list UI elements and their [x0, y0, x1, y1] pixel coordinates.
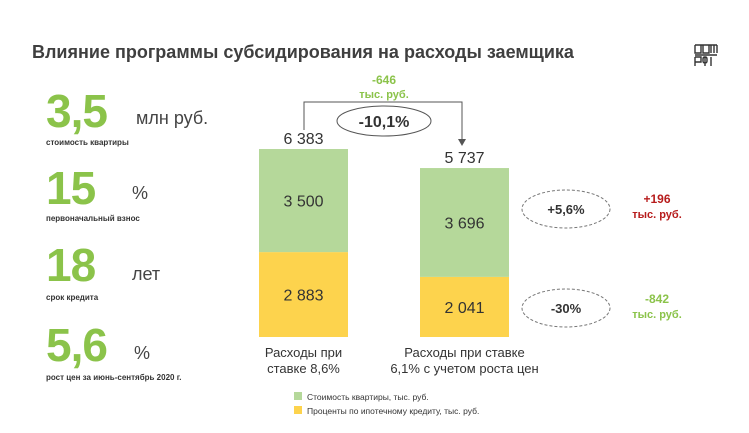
data-label-apartment-1: 3 500 [283, 194, 323, 211]
category-label-2-line-2: 6,1% с учетом роста цен [390, 361, 538, 376]
total-change-abs: -646 [372, 73, 396, 87]
apartment-change-unit: тыс. руб. [632, 209, 682, 221]
apartment-change-pct: +5,6% [547, 202, 585, 217]
data-label-interest-2: 2 041 [444, 300, 484, 317]
legend-label-1: Стоимость квартиры, тыс. руб. [307, 392, 429, 402]
total-change-oval [336, 105, 432, 137]
category-label-2-line-1: Расходы при ставке [404, 345, 524, 360]
kpi-downpayment-unit: % [132, 183, 149, 203]
bar-interest-2 [420, 276, 509, 337]
total-change-connector [303, 101, 463, 139]
legend-label-2: Проценты по ипотечному кредиту, тыс. руб… [307, 406, 479, 416]
kpi-downpayment-value: 15 [46, 162, 96, 214]
bar-apartment-1 [259, 149, 348, 253]
kpi-term-unit: лет [132, 264, 161, 284]
total-label-1: 6 383 [283, 131, 323, 148]
kpi-downpayment-label: первоначальный взнос [46, 214, 140, 223]
total-label-2: 5 737 [444, 150, 484, 167]
kpi-apartment-unit: млн руб. [136, 108, 209, 128]
data-label-interest-1: 2 883 [283, 288, 323, 305]
kpi-apartment-label: стоимость квартиры [46, 138, 129, 147]
page-title: Влияние программы субсидирования на расх… [32, 42, 574, 62]
interest-change-abs: -842 [645, 292, 669, 306]
kpi-price-growth-label: рост цен за июнь-сентябрь 2020 г. [46, 373, 182, 382]
kpi-price-growth-value: 5,6 [46, 319, 108, 371]
kpi-price-growth-unit: % [134, 343, 151, 363]
legend-swatch-2 [294, 406, 302, 414]
total-change-pct: -10,1% [359, 114, 410, 131]
interest-change-oval [521, 288, 611, 328]
interest-change-pct: -30% [551, 301, 582, 316]
bar-interest-1 [259, 252, 348, 337]
kpi-term-value: 18 [46, 239, 96, 291]
category-label-1-line-2: ставке 8,6% [267, 361, 340, 376]
category-label-1-line-1: Расходы при [265, 345, 342, 360]
legend-swatch-1 [294, 392, 302, 400]
total-change-unit: тыс. руб. [359, 89, 409, 101]
interest-change-unit: тыс. руб. [632, 309, 682, 321]
apartment-change-abs: +196 [643, 192, 670, 206]
bar-apartment-2 [420, 168, 509, 277]
data-label-apartment-2: 3 696 [444, 215, 484, 232]
kpi-apartment-value: 3,5 [46, 85, 108, 137]
apartment-change-oval [521, 189, 611, 229]
dom-rf-logo [693, 42, 719, 68]
total-change-arrowhead [458, 139, 466, 146]
kpi-term-label: срок кредита [46, 293, 99, 302]
